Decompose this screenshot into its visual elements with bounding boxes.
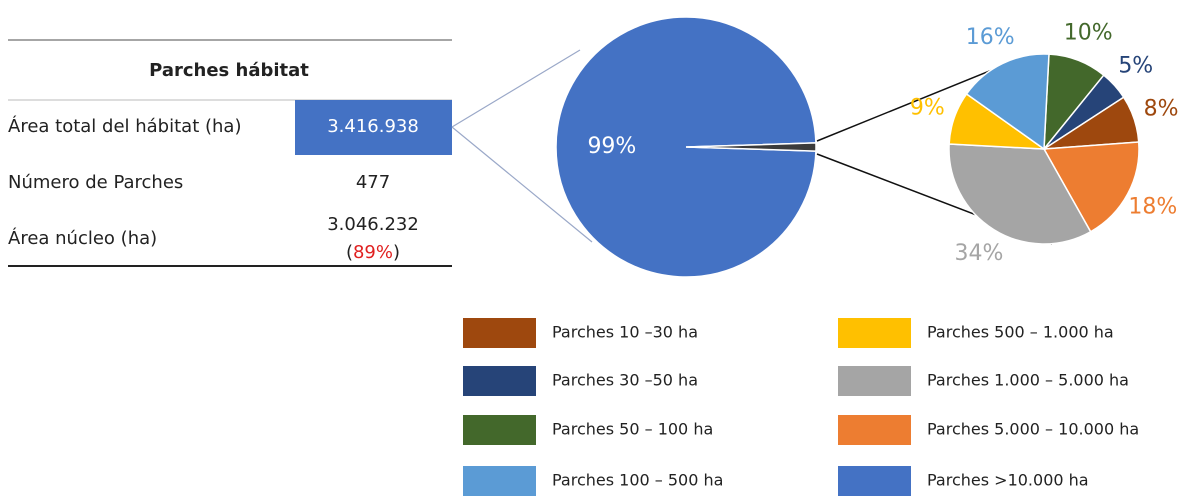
pie-slice bbox=[965, 53, 1050, 151]
legend-label: Parches 50 – 100 ha bbox=[552, 420, 713, 439]
legend-label: Parches 500 – 1.000 ha bbox=[927, 323, 1114, 342]
legend-swatch bbox=[838, 318, 911, 348]
row-value: 477 bbox=[356, 172, 390, 193]
legend-swatch bbox=[463, 415, 536, 445]
slice-label: 5% bbox=[1118, 53, 1153, 78]
legend-label: Parches 30 –50 ha bbox=[552, 371, 698, 390]
legend-label: Parches >10.000 ha bbox=[927, 471, 1089, 490]
legend-swatch bbox=[463, 366, 536, 396]
slice-label: 16% bbox=[966, 25, 1015, 50]
paren: ) bbox=[393, 242, 400, 263]
pie-slice bbox=[685, 142, 817, 152]
slice-label: 99% bbox=[587, 134, 636, 159]
row-label: Área total del hábitat (ha) bbox=[8, 115, 241, 137]
slice-label: 10% bbox=[1064, 21, 1113, 46]
legend-label: Parches 100 – 500 ha bbox=[552, 471, 723, 490]
legend-swatch bbox=[838, 466, 911, 496]
table-title: Parches hábitat bbox=[149, 60, 309, 81]
row-label: Número de Parches bbox=[8, 172, 183, 193]
slice-label: 8% bbox=[1144, 97, 1179, 122]
pie-slice bbox=[1042, 141, 1140, 233]
legend-swatch bbox=[463, 466, 536, 496]
highlight-cell bbox=[295, 100, 452, 155]
legend-swatch bbox=[838, 366, 911, 396]
legend-label: Parches 1.000 – 5.000 ha bbox=[927, 371, 1129, 390]
connector bbox=[451, 49, 581, 128]
legend-label: Parches 5.000 – 10.000 ha bbox=[927, 420, 1139, 439]
row-value: 3.416.938 bbox=[327, 116, 419, 137]
legend-label: Parches 10 –30 ha bbox=[552, 323, 698, 342]
slice-label: 9% bbox=[910, 95, 945, 120]
pie-slice bbox=[948, 143, 1092, 245]
legend-swatch bbox=[838, 415, 911, 445]
row-label: Área núcleo (ha) bbox=[8, 227, 157, 249]
row-note: (89%) bbox=[346, 242, 400, 263]
note-percent: 89% bbox=[353, 242, 393, 263]
pie-slice bbox=[555, 16, 817, 278]
slice-label: 18% bbox=[1128, 194, 1177, 219]
connector bbox=[451, 126, 593, 243]
row-value: 3.046.232 bbox=[327, 214, 419, 235]
slice-label: 34% bbox=[954, 241, 1003, 266]
legend-swatch bbox=[463, 318, 536, 348]
paren: ( bbox=[346, 242, 353, 263]
